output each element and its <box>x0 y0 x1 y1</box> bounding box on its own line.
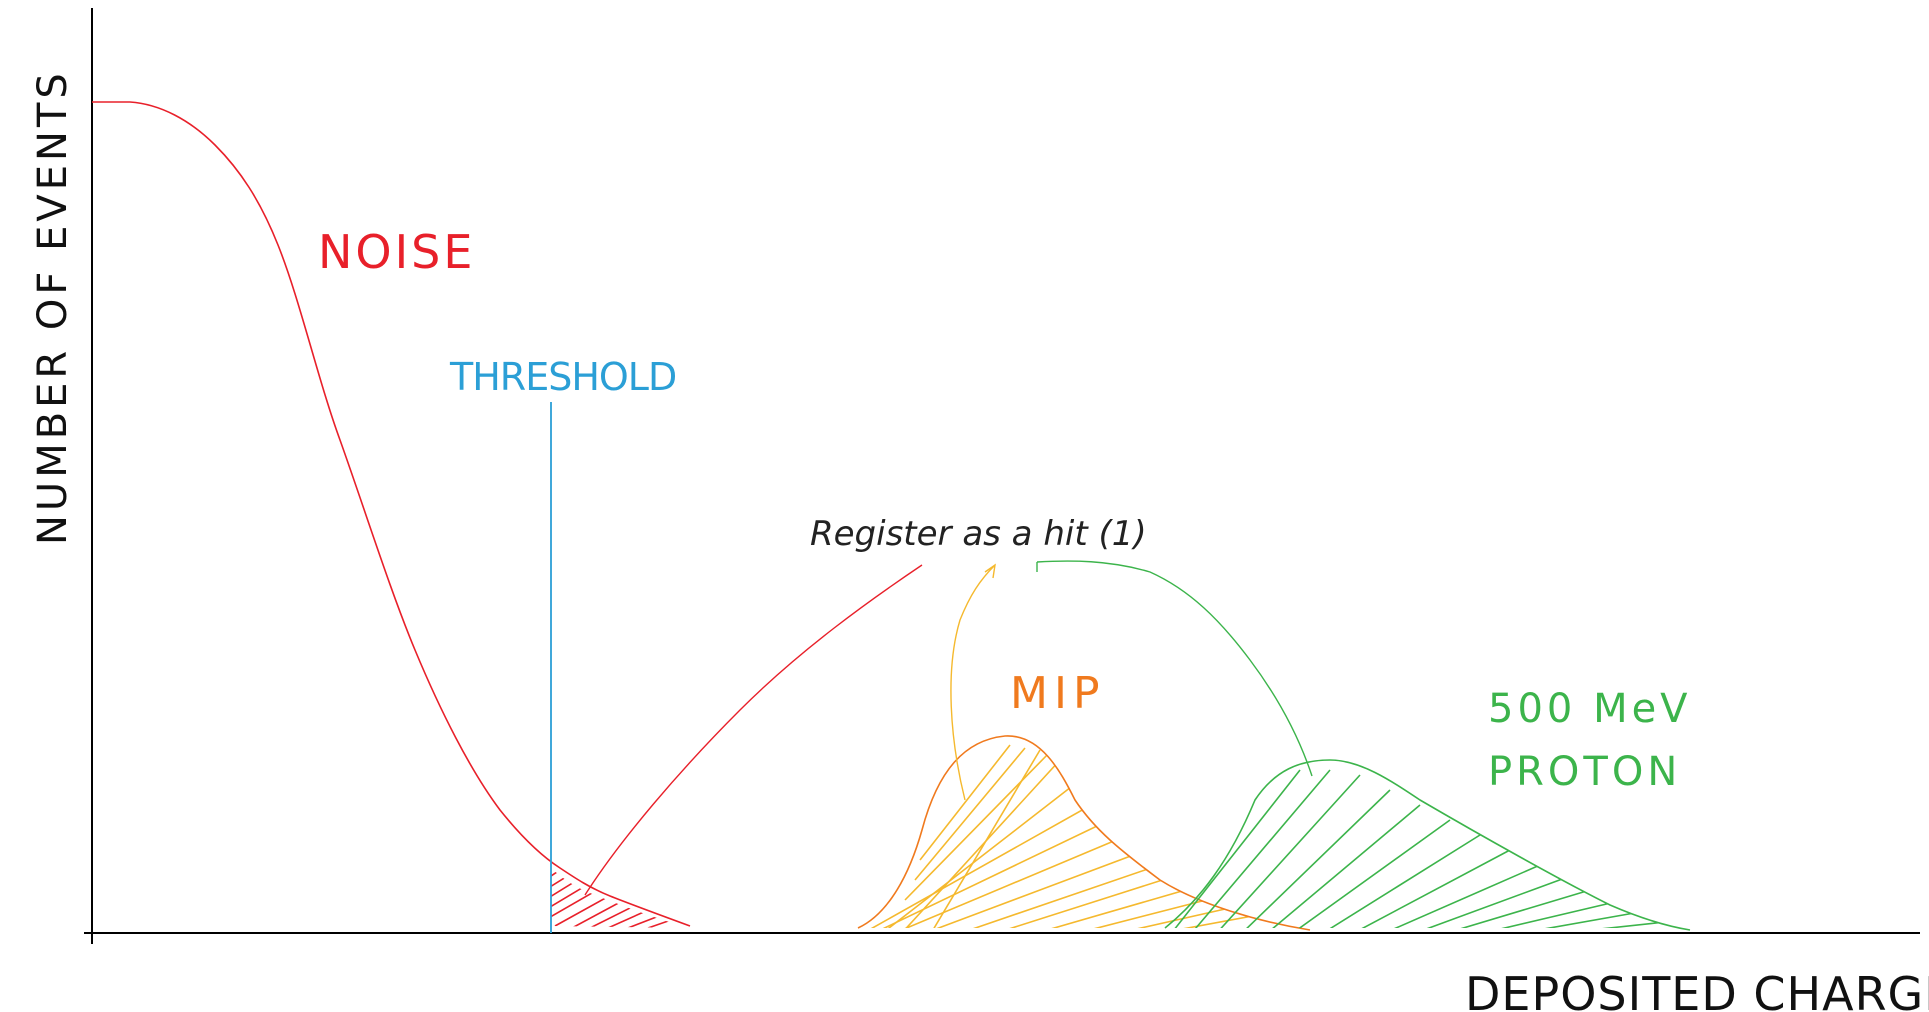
x-axis-label: DEPOSITED CHARGE <box>1465 967 1929 1012</box>
noise-curve <box>92 101 691 927</box>
mip-hit-arrowhead <box>984 563 996 579</box>
proton-label-line2: PROTON <box>1488 749 1681 795</box>
proton-label-line1: 500 MeV <box>1488 686 1692 732</box>
mip-label: MIP <box>1010 668 1105 719</box>
mip-hit-arrow <box>950 564 996 801</box>
noise-tail-hatch <box>551 868 690 928</box>
mip-curve <box>857 735 1311 931</box>
proton-hatch <box>1169 769 1666 928</box>
noise-label: NOISE <box>318 225 475 279</box>
y-axis-label: NUMBER OF EVENTS <box>30 69 76 545</box>
mip-hatch <box>859 744 1286 928</box>
noise-hit-connector <box>584 564 923 896</box>
threshold-label: THRESHOLD <box>449 355 676 399</box>
proton-curve <box>1164 759 1691 931</box>
axes <box>84 8 1920 944</box>
proton-hit-connector <box>1036 560 1313 777</box>
register-hit-label: Register as a hit (1) <box>810 514 1147 554</box>
